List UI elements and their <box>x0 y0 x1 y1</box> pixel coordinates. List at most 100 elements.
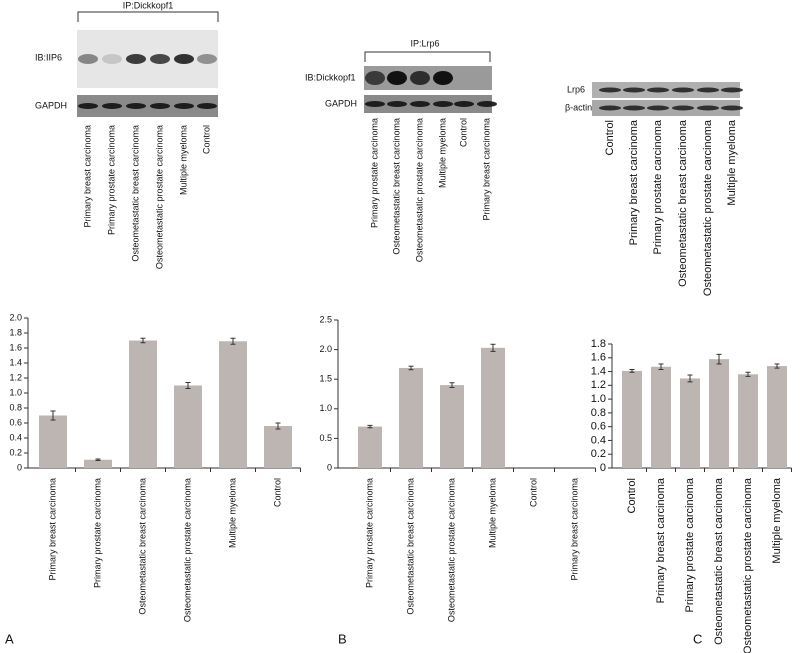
bar <box>481 347 505 468</box>
lane-label: Primary breast carcinoma <box>82 125 92 228</box>
ib-label: IB:IIP6 <box>35 52 62 62</box>
blot-band <box>672 87 694 93</box>
blot-band <box>697 105 719 111</box>
blot-band <box>433 101 453 107</box>
y-tick-label: 2.0 <box>9 312 22 322</box>
ib-label: Lrp6 <box>567 84 585 94</box>
blot-band <box>78 103 98 109</box>
ip-bracket <box>364 51 491 62</box>
x-tick-label: Osteometastatic prostate carcinoma <box>446 478 456 622</box>
panel-label: C <box>693 631 702 646</box>
ip-bracket <box>77 11 219 22</box>
error-bar <box>716 353 722 365</box>
x-tick-label: Multiple myeloma <box>771 477 783 563</box>
blot-band <box>697 87 719 93</box>
blot-band <box>623 87 645 93</box>
error-bar <box>629 368 635 373</box>
blot-band <box>150 54 170 64</box>
lane-label: Primary prostate carcinoma <box>369 118 379 228</box>
lane-label: Multiple myeloma <box>726 119 738 205</box>
y-tick-label: 1.2 <box>591 379 606 391</box>
y-tick-label: 1.8 <box>9 327 22 337</box>
x-tick-label: Primary prostate carcinoma <box>684 477 696 612</box>
x-tick-label: Control <box>626 478 638 513</box>
error-bar <box>367 424 373 429</box>
bar <box>622 370 642 468</box>
blot-band <box>672 105 694 111</box>
lane-label: Multiple myeloma <box>437 118 447 188</box>
panel-label: A <box>5 631 14 646</box>
error-bar <box>275 422 281 430</box>
lane-label: Primary prostate carcinoma <box>106 125 116 235</box>
bar <box>84 459 112 468</box>
x-tick-label: Osteometastatic breast carcinoma <box>713 477 725 645</box>
y-tick-label: 1.6 <box>591 352 606 364</box>
bar <box>440 385 464 468</box>
blot-band <box>174 103 194 109</box>
error-bar <box>185 382 191 389</box>
y-tick-label: 0.2 <box>591 448 606 460</box>
loading-label: GAPDH <box>35 100 67 110</box>
ib-label: IB:Dickkopf1 <box>305 72 356 82</box>
y-tick-label: 0.4 <box>591 434 606 446</box>
error-bar <box>50 410 56 421</box>
blot-band <box>721 87 743 93</box>
y-tick-label: 1.5 <box>319 374 332 384</box>
bar <box>767 366 787 468</box>
blot-band <box>410 71 430 85</box>
blot-band <box>197 54 217 64</box>
blot-band <box>174 54 194 64</box>
y-tick-label: 0.6 <box>9 417 22 427</box>
blot-band <box>126 54 146 64</box>
error-bar <box>95 458 101 461</box>
bar <box>129 340 157 468</box>
y-tick-label: 1.4 <box>591 365 606 377</box>
blot-band <box>150 103 170 109</box>
y-tick-label: 0.5 <box>319 433 332 443</box>
y-tick-label: 1.0 <box>319 403 332 413</box>
blot <box>77 30 218 88</box>
error-bar <box>449 382 455 388</box>
lane-label: Control <box>201 125 211 154</box>
lane-label: Control <box>604 120 616 155</box>
error-bar <box>687 374 693 383</box>
lane-label: Primary breast carcinoma <box>481 118 491 221</box>
y-tick-label: 1.6 <box>9 342 22 352</box>
lane-label: Osteometastatic prostate carcinoma <box>154 125 164 269</box>
y-tick-label: 0.6 <box>591 421 606 433</box>
bar <box>264 426 292 468</box>
y-tick-label: 0.8 <box>591 407 606 419</box>
bar <box>358 426 382 468</box>
blot-band <box>410 101 430 107</box>
y-tick-label: 0 <box>327 462 332 472</box>
bar <box>738 374 758 468</box>
bar <box>174 385 202 468</box>
x-tick-label: Multiple myeloma <box>487 478 497 548</box>
x-tick-label: Control <box>272 478 282 507</box>
bar <box>219 341 247 468</box>
blot-band <box>387 71 407 85</box>
error-bar <box>140 337 146 344</box>
error-bar <box>490 343 496 352</box>
lane-label: Osteometastatic prostate carcinoma <box>702 119 714 296</box>
bar <box>709 359 729 468</box>
x-tick-label: Primary prostate carcinoma <box>92 478 102 588</box>
y-tick-label: 2.0 <box>319 344 332 354</box>
panel-label: B <box>338 631 347 646</box>
y-tick-label: 1.2 <box>9 372 22 382</box>
blot-band <box>647 87 669 93</box>
loading-label: β-actin <box>565 102 592 112</box>
lane-label: Primary breast carcinoma <box>628 119 640 245</box>
blot-band <box>721 105 743 111</box>
error-bar <box>408 365 414 371</box>
bar <box>399 367 423 468</box>
lane-label: Osteometastatic breast carcinoma <box>391 118 401 255</box>
blot <box>77 95 218 117</box>
x-tick-label: Control <box>528 478 538 507</box>
y-tick-label: 0 <box>600 462 606 474</box>
x-tick-label: Osteometastatic prostate carcinoma <box>182 478 192 622</box>
x-tick-label: Osteometastatic breast carcinoma <box>405 478 415 615</box>
y-tick-label: 1.4 <box>9 357 22 367</box>
error-bar <box>745 371 751 377</box>
